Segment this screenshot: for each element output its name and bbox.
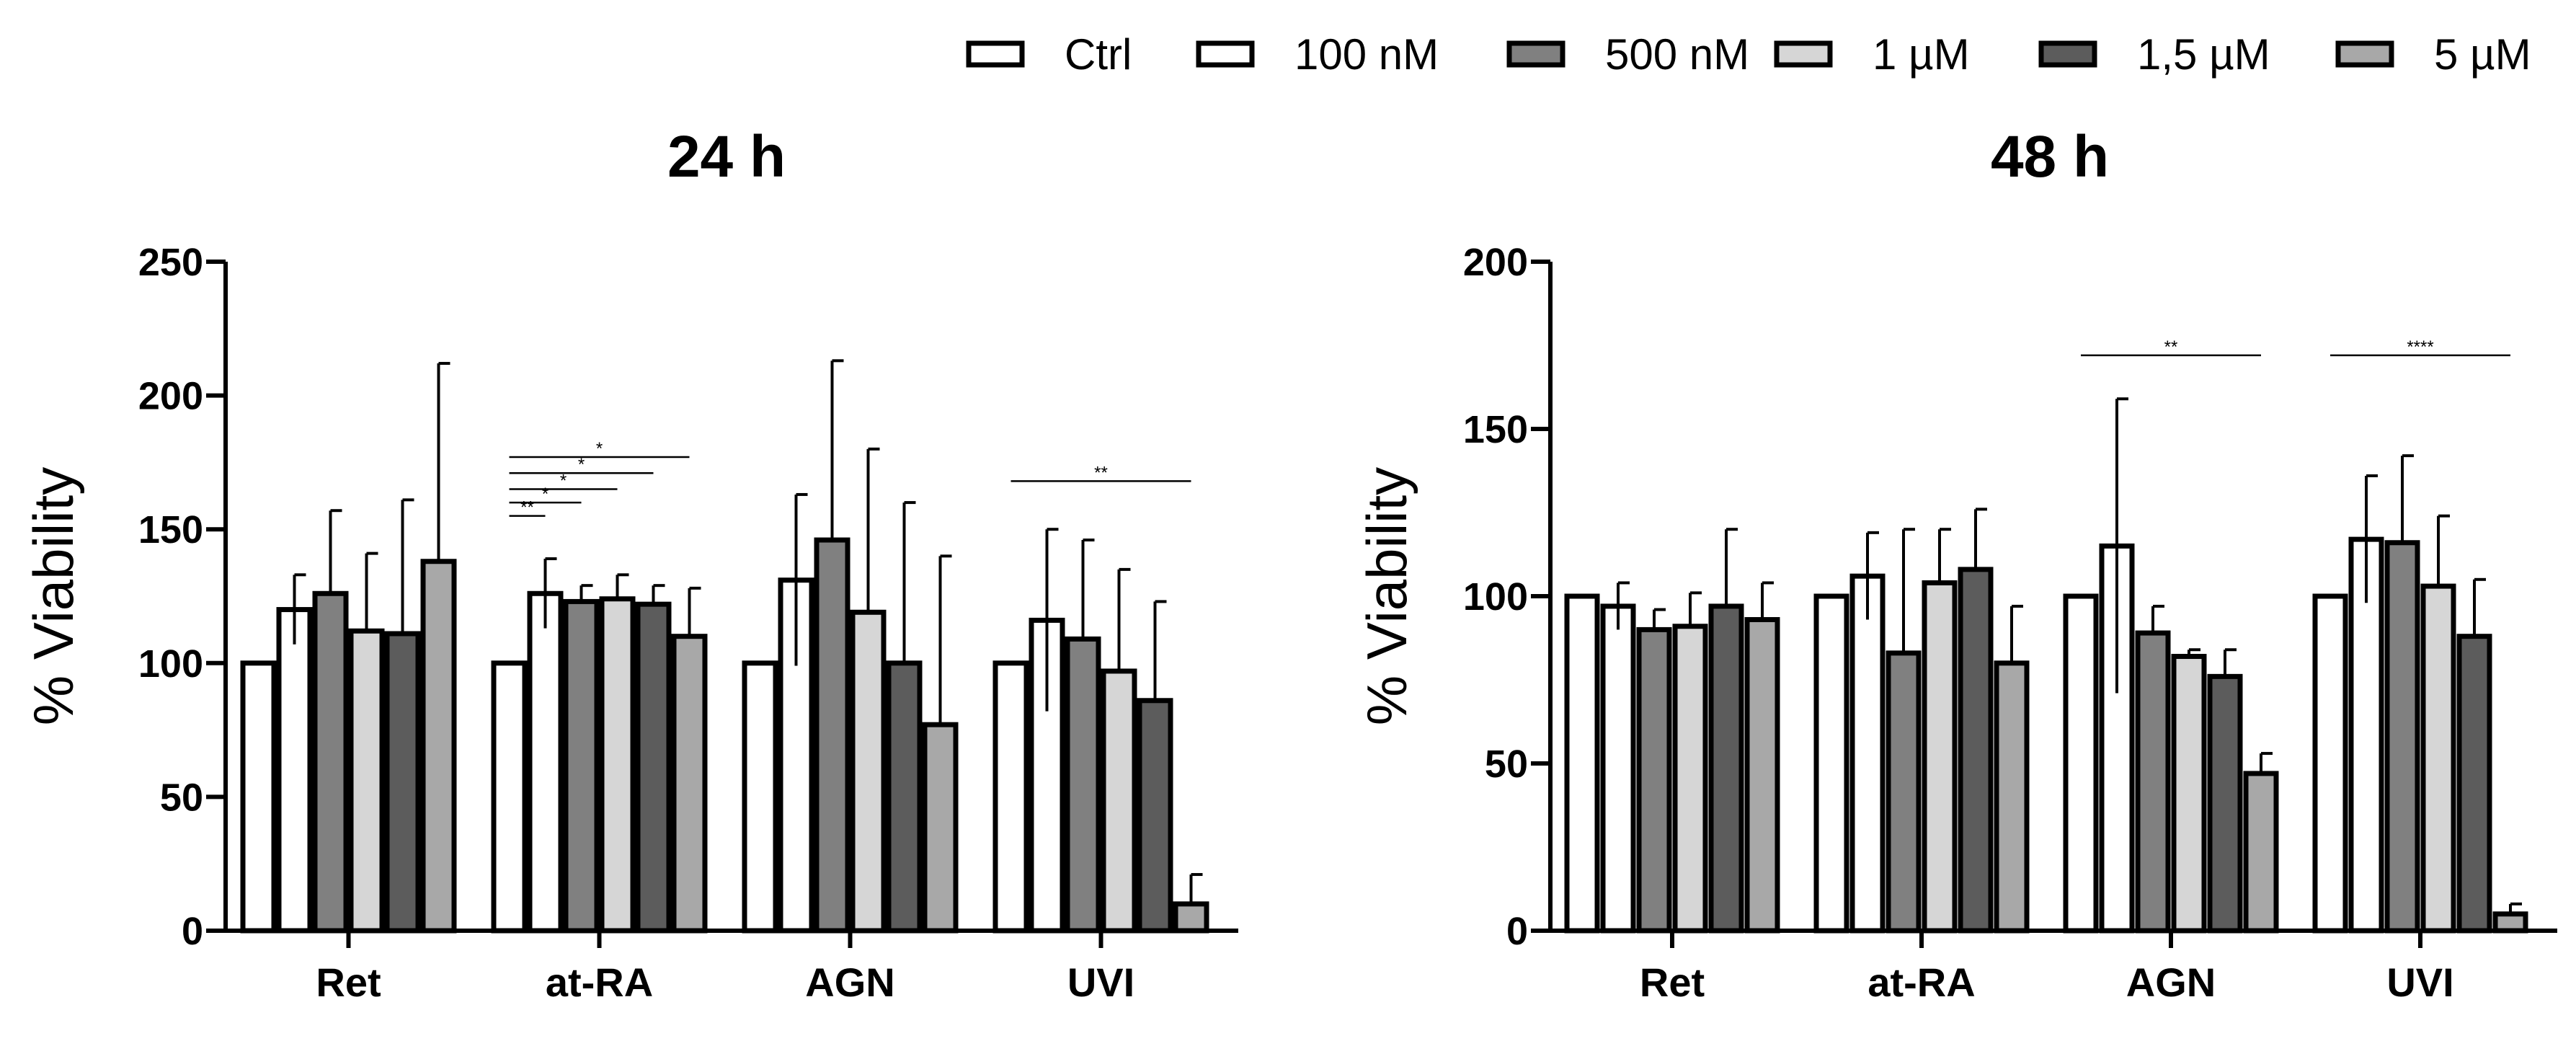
- bar-ret-5-um: [1744, 616, 1780, 934]
- bar-ret-100-nm: [276, 607, 313, 934]
- chart-panel-48h: 48 h % Viability 0 50 100 150 200 Ret at-RA AGN UV…: [1355, 124, 2557, 1005]
- significance-label: **: [2164, 337, 2178, 357]
- y-tick-label: 0: [1506, 910, 1528, 953]
- bar-agn-1-5-um: [886, 660, 923, 934]
- y-tick-label: 150: [138, 508, 203, 551]
- bar-uvi-5-um: [1173, 901, 1209, 934]
- bar-ret-1-um: [348, 628, 385, 934]
- x-tick-label-at-ra: at-RA: [546, 960, 653, 1005]
- bar-ret-100-nm: [1600, 603, 1636, 934]
- bar-agn-1-5-um: [2207, 673, 2243, 934]
- bar-ret-ctrl: [240, 660, 277, 934]
- bar-agn-ctrl: [742, 660, 778, 934]
- bar-ret-5-um: [420, 559, 457, 934]
- chart-title: 24 h: [667, 124, 786, 190]
- bar-uvi-5-um: [2492, 911, 2528, 934]
- bar-agn-ctrl: [2063, 593, 2099, 934]
- legend-label-1-um: 1 µM: [1873, 30, 1970, 79]
- bar-ret-500-nm: [1636, 626, 1672, 934]
- significance-label: **: [520, 498, 534, 518]
- x-tick-label-agn: AGN: [2126, 960, 2216, 1005]
- legend-label-500-nm: 500 nM: [1605, 30, 1749, 79]
- bar-uvi-ctrl: [992, 660, 1029, 934]
- x-tick-label-at-ra: at-RA: [1867, 960, 1975, 1005]
- significance-label: *: [596, 439, 603, 459]
- legend-swatch-1-um: [1774, 40, 1833, 68]
- bar-agn-5-um: [2243, 771, 2279, 934]
- legend-swatch-1-5-um: [2038, 40, 2097, 68]
- x-tick-label-uvi: UVI: [2386, 960, 2453, 1005]
- chart-panel-24h: 24 h % Viability 0 50 100 150 200 250 Ret at-RA AG…: [22, 124, 1238, 1005]
- y-axis-label: % Viability: [22, 467, 85, 725]
- bar-at-ra-5-um: [1994, 660, 2030, 934]
- y-axis-label: % Viability: [1355, 467, 1418, 725]
- bar-uvi-1-5-um: [2456, 634, 2492, 934]
- bar-uvi-1-5-um: [1137, 698, 1173, 934]
- y-tick-label: 0: [182, 910, 203, 953]
- bar-ret-1-um: [1672, 624, 1708, 934]
- significance-label: *: [578, 455, 585, 474]
- bar-at-ra-1-5-um: [635, 601, 672, 934]
- bar-uvi-500-nm: [1065, 636, 1101, 934]
- significance-label: *: [542, 484, 548, 504]
- bar-uvi-1-um: [2420, 583, 2456, 934]
- y-tick-label: 100: [138, 642, 203, 686]
- y-tick-label: 250: [138, 241, 203, 284]
- x-tick-label-uvi: UVI: [1067, 960, 1134, 1005]
- legend: Ctrl 100 nM 500 nM 1 µM 1,5 µM 5 µM: [966, 30, 2531, 79]
- bar-ret-1-5-um: [1708, 603, 1744, 934]
- chart-title: 48 h: [1991, 124, 2109, 190]
- bar-at-ra-1-um: [599, 596, 636, 934]
- y-tick-label: 100: [1463, 575, 1528, 619]
- legend-swatch-ctrl: [966, 40, 1025, 68]
- significance-label: **: [1094, 463, 1108, 482]
- bar-agn-5-um: [922, 722, 959, 934]
- legend-swatch-5-um: [2335, 40, 2394, 68]
- legend-swatch-100-nm: [1196, 40, 1255, 68]
- bar-agn-500-nm: [814, 537, 850, 934]
- legend-label-1-5-um: 1,5 µM: [2137, 30, 2270, 79]
- y-tick-label: 50: [1485, 743, 1528, 786]
- significance-label: ****: [2407, 337, 2433, 357]
- bar-at-ra-ctrl: [1813, 593, 1849, 934]
- bar-ret-ctrl: [1564, 593, 1600, 934]
- y-tick-label: 200: [1463, 241, 1528, 284]
- bar-at-ra-ctrl: [491, 660, 528, 934]
- y-tick-label: 150: [1463, 408, 1528, 451]
- bar-at-ra-1-um: [1922, 580, 1958, 934]
- bar-uvi-1-um: [1101, 668, 1137, 934]
- legend-label-ctrl: Ctrl: [1065, 30, 1132, 79]
- bar-at-ra-5-um: [671, 634, 708, 934]
- bar-at-ra-100-nm: [1849, 573, 1886, 934]
- bar-at-ra-1-5-um: [1958, 567, 1994, 934]
- x-tick-label-ret: Ret: [1640, 960, 1705, 1005]
- bar-uvi-ctrl: [2312, 593, 2348, 934]
- bar-agn-1-um: [2171, 654, 2207, 934]
- x-tick-label-agn: AGN: [805, 960, 894, 1005]
- bar-at-ra-500-nm: [1886, 650, 1922, 934]
- bar-at-ra-100-nm: [527, 590, 564, 934]
- y-tick-label: 200: [138, 375, 203, 418]
- bar-agn-1-um: [850, 609, 887, 934]
- bar-at-ra-500-nm: [563, 598, 600, 934]
- bar-ret-500-nm: [312, 590, 349, 934]
- x-tick-label-ret: Ret: [316, 960, 381, 1005]
- bar-agn-500-nm: [2135, 630, 2171, 934]
- significance-label: *: [560, 471, 567, 491]
- legend-label-100-nm: 100 nM: [1294, 30, 1439, 79]
- bar-ret-1-5-um: [384, 631, 421, 934]
- legend-swatch-500-nm: [1506, 40, 1565, 68]
- y-tick-label: 50: [160, 776, 203, 819]
- bar-uvi-500-nm: [2384, 540, 2420, 934]
- legend-label-5-um: 5 µM: [2434, 30, 2531, 79]
